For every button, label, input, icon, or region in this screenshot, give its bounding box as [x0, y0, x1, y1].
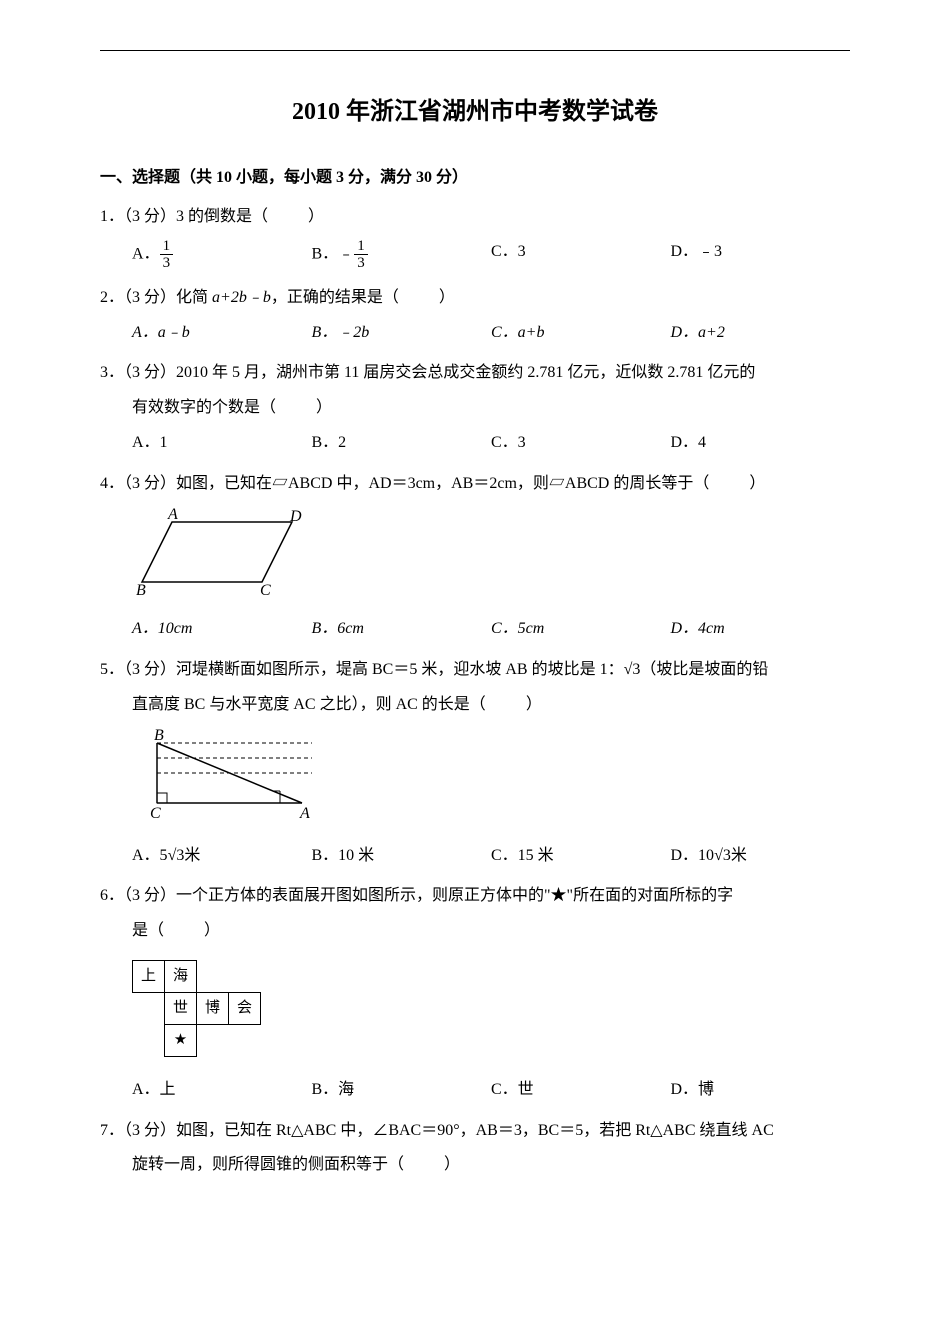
q1-text: 1．（3 分）3 的倒数是（）	[100, 203, 850, 232]
q6-optC: C．世	[491, 1076, 671, 1105]
q5-optD: D．10√3米	[671, 842, 851, 871]
q6-optD: D．博	[671, 1076, 851, 1105]
q2-text: 2．（3 分）化简 a+2b﹣b，正确的结果是（）	[100, 284, 850, 313]
q6-optA: A．上	[132, 1076, 312, 1105]
q3-optA: A．1	[132, 429, 312, 458]
q3-options: A．1 B．2 C．3 D．4	[100, 429, 850, 458]
q4-optB: B．6cm	[312, 615, 492, 644]
svg-text:A: A	[299, 805, 310, 822]
question-2: 2．（3 分）化简 a+2b﹣b，正确的结果是（） A．a﹣b B．﹣2b C．…	[100, 284, 850, 348]
question-6: 6．（3 分）一个正方体的表面展开图如图所示，则原正方体中的"★"所在面的对面所…	[100, 882, 850, 1104]
question-5: 5．（3 分）河堤横断面如图所示，堤高 BC＝5 米，迎水坡 AB 的坡比是 1…	[100, 656, 850, 870]
q3-optC: C．3	[491, 429, 671, 458]
q5-options: A．5√3米 B．10 米 C．15 米 D．10√3米	[100, 842, 850, 871]
q1-optA: A．13	[132, 238, 312, 272]
svg-text:B: B	[136, 582, 146, 597]
cube-cell-4: 博	[197, 992, 229, 1024]
q5-text: 5．（3 分）河堤横断面如图所示，堤高 BC＝5 米，迎水坡 AB 的坡比是 1…	[100, 656, 850, 685]
q1-optC: C．3	[491, 238, 671, 272]
svg-text:C: C	[150, 805, 161, 822]
cube-cell-1: 上	[133, 960, 165, 992]
q3-text: 3．（3 分）2010 年 5 月，湖州市第 11 届房交会总成交金额约 2.7…	[100, 359, 850, 388]
q3-text2: 有效数字的个数是（）	[100, 394, 850, 423]
q2-optC: C．a+b	[491, 319, 671, 348]
q4-optD: D．4cm	[671, 615, 851, 644]
cube-cell-3: 世	[165, 992, 197, 1024]
question-3: 3．（3 分）2010 年 5 月，湖州市第 11 届房交会总成交金额约 2.7…	[100, 359, 850, 457]
svg-text:C: C	[260, 582, 271, 597]
svg-text:A: A	[167, 507, 178, 523]
q5-optA: A．5√3米	[132, 842, 312, 871]
q7-text2: 旋转一周，则所得圆锥的侧面积等于（）	[100, 1151, 850, 1180]
q1-optB: B．﹣13	[312, 238, 492, 272]
q7-text: 7．（3 分）如图，已知在 Rt△ABC 中，∠BAC＝90°，AB＝3，BC＝…	[100, 1117, 850, 1146]
q5-optC: C．15 米	[491, 842, 671, 871]
q4-diagram: A D B C	[100, 507, 850, 608]
q2-optD: D．a+2	[671, 319, 851, 348]
cube-cell-6: ★	[165, 1024, 197, 1056]
q4-text: 4．（3 分）如图，已知在▱ABCD 中，AD＝3cm，AB＝2cm，则▱ABC…	[100, 470, 850, 499]
q1-options: A．13 B．﹣13 C．3 D．﹣3	[100, 238, 850, 272]
q5-diagram: B C A	[100, 728, 850, 834]
cube-cell-5: 会	[229, 992, 261, 1024]
q3-optD: D．4	[671, 429, 851, 458]
q2-options: A．a﹣b B．﹣2b C．a+b D．a+2	[100, 319, 850, 348]
cube-cell-2: 海	[165, 960, 197, 992]
question-4: 4．（3 分）如图，已知在▱ABCD 中，AD＝3cm，AB＝2cm，则▱ABC…	[100, 470, 850, 644]
q6-diagram: 上 海 世 博 会 ★	[100, 960, 261, 1057]
q3-optB: B．2	[312, 429, 492, 458]
q5-optB: B．10 米	[312, 842, 492, 871]
q4-optC: C．5cm	[491, 615, 671, 644]
page-title: 2010 年浙江省湖州市中考数学试卷	[100, 91, 850, 134]
top-divider	[100, 50, 850, 51]
q6-optB: B．海	[312, 1076, 492, 1105]
q2-optB: B．﹣2b	[312, 319, 492, 348]
question-7: 7．（3 分）如图，已知在 Rt△ABC 中，∠BAC＝90°，AB＝3，BC＝…	[100, 1117, 850, 1181]
q5-text3: 直高度 BC 与水平宽度 AC 之比），则 AC 的长是（）	[100, 691, 850, 720]
q2-optA: A．a﹣b	[132, 319, 312, 348]
question-1: 1．（3 分）3 的倒数是（） A．13 B．﹣13 C．3 D．﹣3	[100, 203, 850, 272]
q6-text: 6．（3 分）一个正方体的表面展开图如图所示，则原正方体中的"★"所在面的对面所…	[100, 882, 850, 911]
q6-options: A．上 B．海 C．世 D．博	[100, 1076, 850, 1105]
svg-text:D: D	[289, 508, 302, 525]
q6-text2: 是（）	[100, 917, 850, 946]
q1-optD: D．﹣3	[671, 238, 851, 272]
q4-options: A．10cm B．6cm C．5cm D．4cm	[100, 615, 850, 644]
parallelogram-svg: A D B C	[132, 507, 332, 597]
svg-text:B: B	[154, 728, 164, 744]
slope-svg: B C A	[132, 728, 332, 823]
q4-optA: A．10cm	[132, 615, 312, 644]
section-heading: 一、选择题（共 10 小题，每小题 3 分，满分 30 分）	[100, 164, 850, 193]
